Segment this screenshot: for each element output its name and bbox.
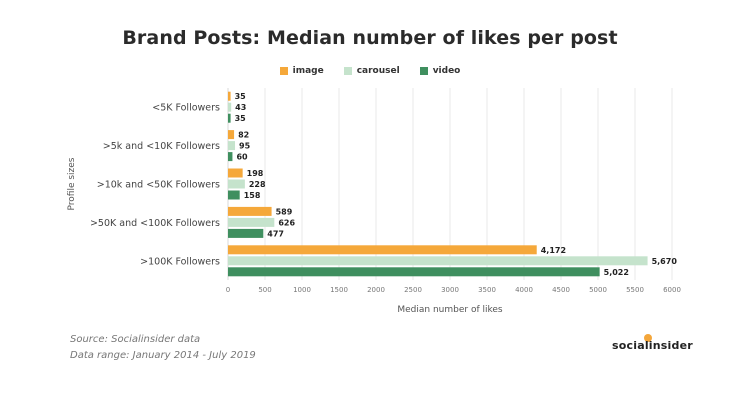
- data-label-image: 589: [276, 207, 293, 216]
- bar-carousel: [228, 102, 232, 112]
- bar-image: [228, 168, 243, 178]
- bar-video: [228, 113, 231, 123]
- x-tick-label: 1000: [293, 286, 311, 294]
- category-label: >10k and <50K Followers: [97, 180, 220, 191]
- bar-video: [228, 190, 240, 200]
- legend-item-carousel[interactable]: carousel: [343, 66, 400, 76]
- legend-item-image[interactable]: image: [279, 66, 324, 76]
- bar-image: [228, 245, 537, 255]
- data-label-carousel: 43: [235, 103, 246, 112]
- data-label-video: 35: [235, 114, 247, 123]
- chart-legend: image carousel video: [0, 66, 740, 76]
- data-label-carousel: 228: [249, 180, 266, 189]
- x-tick-label: 2500: [404, 286, 422, 294]
- data-label-video: 60: [236, 153, 248, 162]
- x-tick-label: 5000: [589, 286, 607, 294]
- x-tick-label: 1500: [330, 286, 348, 294]
- brand-logo: socialinsider: [612, 339, 693, 352]
- category-label: <5K Followers: [152, 103, 220, 114]
- bar-carousel: [228, 217, 275, 227]
- bar-video: [228, 152, 233, 162]
- x-tick-label: 4500: [552, 286, 570, 294]
- legend-label-image: image: [292, 66, 324, 76]
- category-label: >100K Followers: [140, 256, 220, 267]
- legend-swatch-image: [279, 67, 288, 75]
- chart-title: Brand Posts: Median number of likes per …: [122, 27, 618, 49]
- x-tick-label: 6000: [663, 286, 681, 294]
- x-tick-label: 3500: [478, 286, 496, 294]
- source-note: Source: Socialinsider data: [70, 334, 201, 345]
- x-tick-label: 5500: [626, 286, 644, 294]
- legend-swatch-video: [419, 67, 428, 75]
- legend-label-video: video: [432, 66, 461, 76]
- x-tick-label: 4000: [515, 286, 533, 294]
- bar-carousel: [228, 141, 236, 151]
- x-tick-label: 0: [226, 286, 230, 294]
- date-range-note: Data range: January 2014 - July 2019: [70, 350, 256, 361]
- data-label-carousel: 626: [278, 218, 295, 227]
- bar-image: [228, 206, 272, 216]
- bar-image: [228, 91, 231, 101]
- bar-video: [228, 267, 600, 277]
- x-tick-label: 3000: [441, 286, 459, 294]
- brand-logo-dot-icon: [644, 334, 652, 342]
- data-label-image: 82: [238, 131, 249, 140]
- chart-footer: Source: Socialinsider data Data range: J…: [70, 332, 256, 364]
- data-label-carousel: 5,670: [652, 257, 678, 266]
- legend-label-carousel: carousel: [356, 66, 400, 76]
- x-tick-label: 2000: [367, 286, 385, 294]
- x-axis-title: Median number of likes: [397, 305, 503, 315]
- data-label-video: 5,022: [604, 268, 629, 277]
- data-label-carousel: 95: [239, 142, 251, 151]
- legend-item-video[interactable]: video: [419, 66, 461, 76]
- bar-image: [228, 130, 235, 140]
- x-tick-label: 500: [258, 286, 271, 294]
- category-label: >5k and <10K Followers: [103, 141, 220, 152]
- bar-video: [228, 228, 264, 238]
- data-label-image: 4,172: [541, 246, 566, 255]
- data-label-image: 198: [247, 169, 264, 178]
- bar-carousel: [228, 179, 245, 189]
- bar-carousel: [228, 256, 648, 266]
- data-label-video: 477: [267, 229, 284, 238]
- category-label: >50K and <100K Followers: [90, 218, 220, 229]
- legend-swatch-carousel: [343, 67, 352, 75]
- y-axis-title: Profile sizes: [67, 157, 77, 210]
- data-label-video: 158: [244, 191, 261, 200]
- data-label-image: 35: [235, 92, 247, 101]
